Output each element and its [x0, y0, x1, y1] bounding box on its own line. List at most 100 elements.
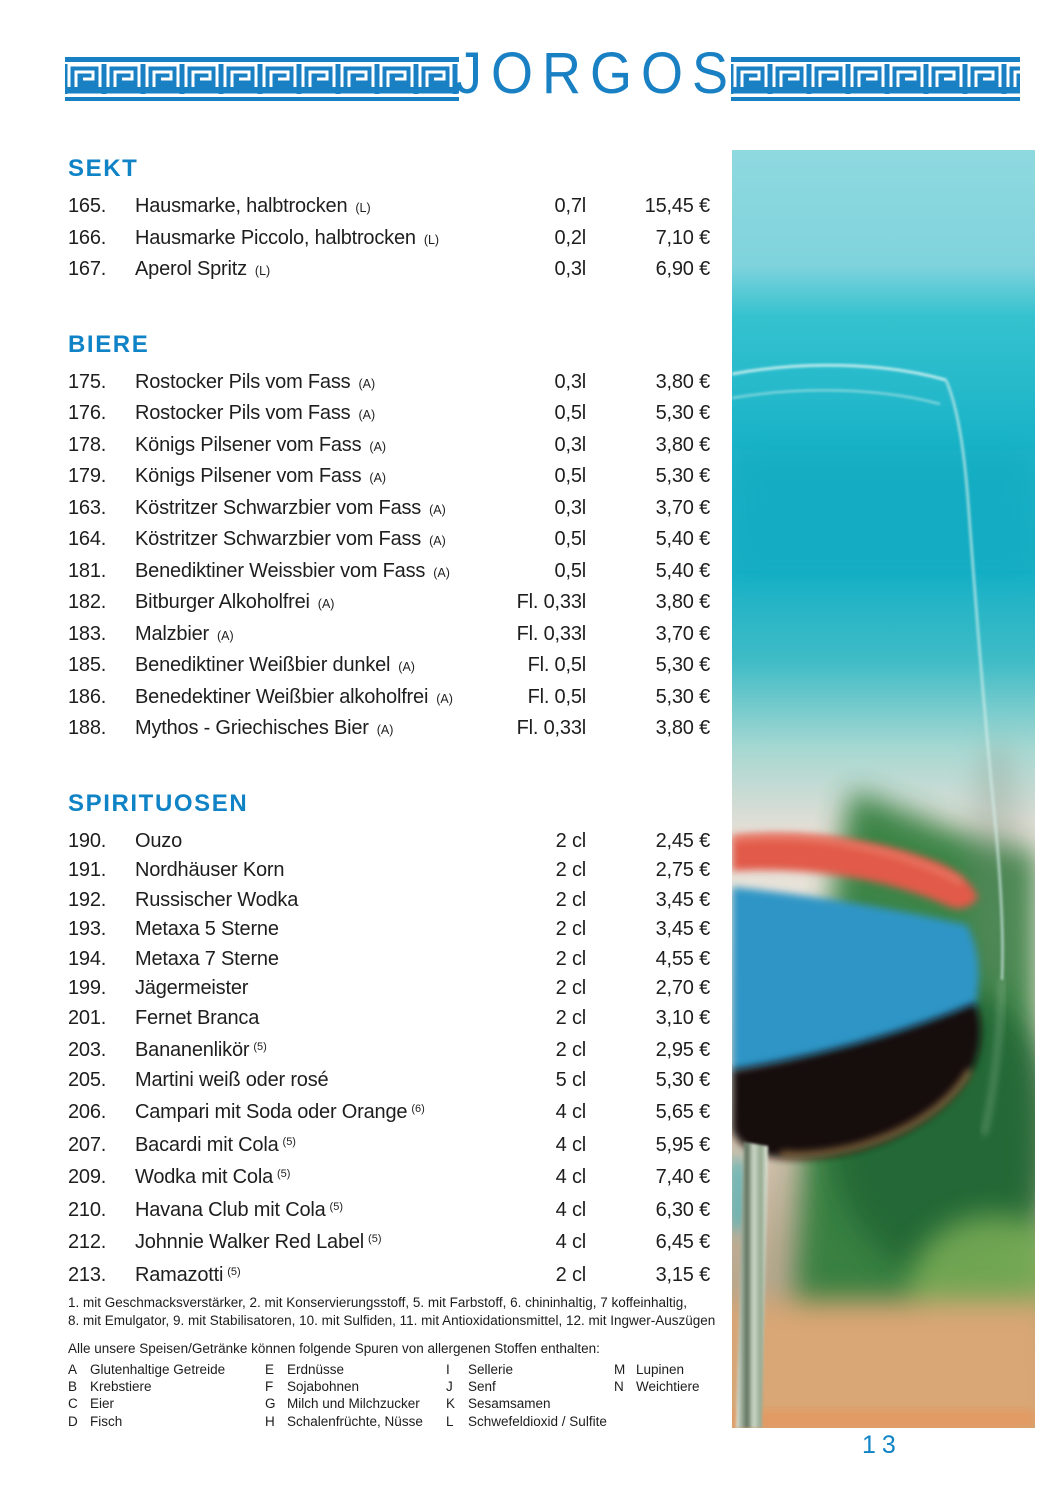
item-name: Königs Pilsener vom Fass (A): [135, 433, 387, 456]
item-allergen-note: (5): [253, 1041, 267, 1053]
item-size: 5 cl: [555, 1068, 587, 1091]
item-allergen-note: (A): [376, 723, 394, 737]
allergen-column: A Glutenhaltige Getreide B Krebstiere C Eier D…: [68, 1361, 265, 1431]
menu-item-row: 193. Metaxa 5 Sterne 2 cl 3,45 €: [68, 915, 710, 945]
item-number: 164.: [68, 528, 107, 550]
allergen-entry: N Weichtiere: [614, 1378, 724, 1395]
sea-shading: [732, 450, 1035, 570]
menu-item-row: 163. Köstritzer Schwarzbier vom Fass (A) 0,…: [68, 494, 710, 526]
menu-item-row: 164. Köstritzer Schwarzbier vom Fass (A) 0,…: [68, 525, 710, 557]
restaurant-title: JORGOS: [455, 41, 738, 106]
item-price: 6,90 €: [655, 258, 711, 280]
item-number: 209.: [68, 1166, 107, 1188]
item-allergen-note: (A): [429, 534, 446, 548]
item-name: Martini weiß oder rosé: [135, 1068, 329, 1091]
item-allergen-note: (A): [369, 471, 387, 485]
item-number: 167.: [68, 258, 107, 280]
item-number: 163.: [68, 496, 107, 519]
allergen-label: Krebstiere: [90, 1378, 152, 1394]
section-heading: SEKT: [68, 155, 139, 182]
menu-item-row: 194. Metaxa 7 Sterne 2 cl 4,55 €: [68, 945, 710, 975]
item-allergen-note: (5): [277, 1168, 291, 1180]
item-number: 188.: [68, 717, 107, 739]
allergen-entry: B Krebstiere: [68, 1378, 265, 1395]
allergen-column: I Sellerie J Senf K Sesamsamen L Schwefeldioxid…: [446, 1361, 614, 1431]
item-price: 5,40 €: [655, 559, 711, 582]
allergen-code: D: [68, 1413, 78, 1429]
item-name: Ramazotti (5): [135, 1263, 241, 1286]
item-number: 190.: [68, 829, 107, 852]
item-size: Fl. 0,5l: [527, 654, 587, 676]
item-size: 4 cl: [555, 1198, 587, 1221]
item-allergen-note: (A): [436, 691, 453, 706]
item-number: 183.: [68, 622, 107, 645]
menu-item-row: 181. Benediktiner Weissbier vom Fass (A) 0,…: [68, 557, 710, 589]
item-number: 199.: [68, 977, 107, 999]
item-size: 2 cl: [555, 1039, 587, 1061]
ground: [732, 1300, 1035, 1428]
menu-item-row: 205. Martini weiß oder rosé 5 cl 5,30 €: [68, 1066, 710, 1096]
item-size: Fl. 0,33l: [516, 622, 587, 645]
menu-item-row: 209. Wodka mit Cola (5) 4 cl 7,40 €: [68, 1160, 710, 1193]
item-price: 5,30 €: [655, 685, 711, 708]
item-price: 2,45 €: [655, 829, 711, 852]
item-size: Fl. 0,33l: [516, 591, 587, 613]
item-name: Köstritzer Schwarzbier vom Fass (A): [135, 528, 446, 550]
item-number: 181.: [68, 559, 107, 582]
section-heading: BIERE: [68, 330, 150, 358]
item-size: 2 cl: [555, 859, 587, 881]
item-name: Aperol Spritz (L): [135, 258, 271, 280]
item-number: 201.: [68, 1006, 107, 1029]
item-allergen-note: (A): [398, 660, 415, 674]
item-size: 2 cl: [555, 977, 587, 999]
item-number: 185.: [68, 654, 107, 676]
item-size: 0,5l: [554, 528, 587, 550]
allergen-code: J: [446, 1378, 453, 1394]
allergen-code: E: [265, 1361, 275, 1377]
item-size: 2 cl: [555, 1263, 587, 1286]
item-price: 4,55 €: [655, 947, 711, 970]
allergen-entry: L Schwefeldioxid / Sulfite: [446, 1413, 614, 1430]
allergen-label: Sellerie: [468, 1361, 514, 1377]
item-size: 2 cl: [555, 888, 587, 911]
menu-item-row: 176. Rostocker Pils vom Fass (A) 0,5l 5,30 €: [68, 399, 710, 431]
item-number: 179.: [68, 465, 107, 487]
item-number: 213.: [68, 1263, 107, 1286]
allergen-label: Milch und Milchzucker: [287, 1396, 420, 1412]
glass-stem: [732, 1142, 768, 1428]
allergen-column: E Erdnüsse F Sojabohnen G Milch und Milchzuck…: [265, 1361, 446, 1431]
allergen-code: B: [68, 1378, 78, 1394]
item-name: Königs Pilsener vom Fass (A): [135, 465, 387, 487]
item-number: 207.: [68, 1133, 107, 1156]
item-name: Benedektiner Weißbier alkoholfrei (A): [135, 685, 453, 708]
footnotes: 1. mit Geschmacksverstärker, 2. mit Kons…: [68, 1294, 728, 1329]
item-size: 2 cl: [555, 947, 587, 970]
item-allergen-note: (A): [369, 439, 387, 454]
item-name: Metaxa 7 Sterne: [135, 947, 279, 970]
item-name: Mythos - Griechisches Bier (A): [135, 717, 394, 739]
allergen-entry: C Eier: [68, 1395, 265, 1412]
item-allergen-note: (A): [358, 408, 376, 422]
item-name: Rostocker Pils vom Fass (A): [135, 370, 376, 393]
allergen-label: Sojabohnen: [287, 1378, 360, 1394]
item-allergen-note: (5): [282, 1135, 296, 1148]
item-price: 5,65 €: [655, 1101, 711, 1123]
item-name: Metaxa 5 Sterne: [135, 918, 279, 940]
menu-item-row: 212. Johnnie Walker Red Label (5) 4 cl 6,45 …: [68, 1225, 710, 1258]
item-price: 3,70 €: [655, 496, 711, 519]
item-name: Hausmarke, halbtrocken (L): [135, 195, 371, 217]
allergen-label: Weichtiere: [636, 1378, 700, 1394]
item-price: 5,30 €: [655, 1068, 711, 1091]
allergen-entry: E Erdnüsse: [265, 1361, 446, 1378]
item-price: 2,95 €: [655, 1039, 711, 1061]
item-name: Benediktiner Weissbier vom Fass (A): [135, 559, 450, 582]
item-size: 0,5l: [554, 465, 587, 487]
allergen-column: M Lupinen N Weichtiere: [614, 1361, 724, 1431]
item-number: 176.: [68, 402, 107, 424]
bowl-rim-highlight: [779, 1068, 973, 1158]
item-name: Malzbier (A): [135, 622, 234, 645]
allergen-entry: G Milch und Milchzucker: [265, 1395, 446, 1412]
allergen-entry: I Sellerie: [446, 1361, 614, 1378]
menu-item-row: 179. Königs Pilsener vom Fass (A) 0,5l 5,30 …: [68, 462, 710, 494]
allergen-intro: Alle unsere Speisen/Getränke können folg…: [68, 1341, 600, 1356]
